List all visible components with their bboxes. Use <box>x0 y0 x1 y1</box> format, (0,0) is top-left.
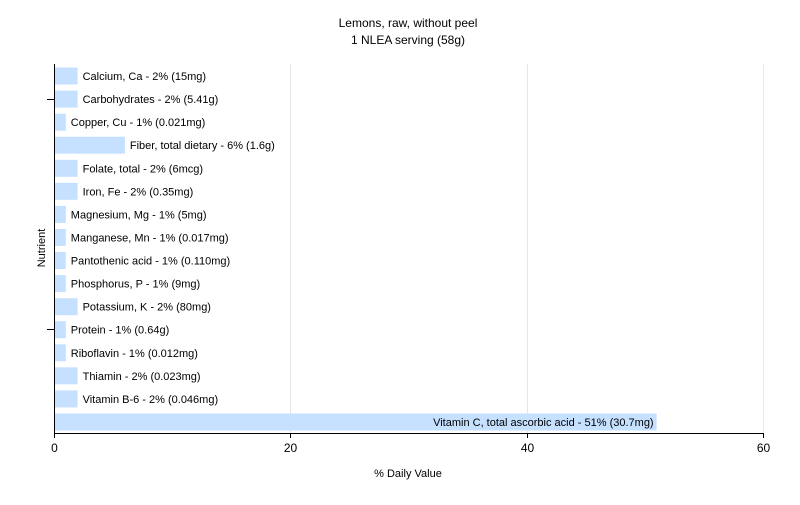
bar-label-15: Vitamin C, total ascorbic acid - 51% (30… <box>433 417 654 429</box>
bar-6 <box>55 205 66 223</box>
bar-9 <box>55 275 66 293</box>
x-tick-label-0: 0 <box>51 441 58 455</box>
bar-14 <box>55 390 78 408</box>
bar-15 <box>55 413 657 431</box>
bar-label-5: Iron, Fe - 2% (0.35mg) <box>83 186 194 198</box>
bar-label-1: Carbohydrates - 2% (5.41g) <box>83 94 219 106</box>
bar-label-13: Thiamin - 2% (0.023mg) <box>83 371 201 383</box>
grid-layer <box>290 64 764 433</box>
bar-2 <box>55 113 66 131</box>
y-axis-label: Nutrient <box>36 229 48 268</box>
x-axis-label: % Daily Value <box>374 468 442 480</box>
bar-label-6: Magnesium, Mg - 1% (5mg) <box>71 209 207 221</box>
bar-label-10: Potassium, K - 2% (80mg) <box>83 302 211 314</box>
x-tick-label-3: 60 <box>757 441 771 455</box>
bar-label-8: Pantothenic acid - 1% (0.110mg) <box>71 256 230 268</box>
bar-label-9: Phosphorus, P - 1% (9mg) <box>71 279 200 291</box>
chart-subtitle: 1 NLEA serving (58g) <box>351 33 465 47</box>
bar-1 <box>55 90 78 108</box>
axis-layer: 0 20 40 60 <box>47 64 770 455</box>
bar-label-7: Manganese, Mn - 1% (0.017mg) <box>71 233 229 245</box>
bar-label-12: Riboflavin - 1% (0.012mg) <box>71 348 198 360</box>
bar-label-3: Fiber, total dietary - 6% (1.6g) <box>130 140 275 152</box>
bar-label-0: Calcium, Ca - 2% (15mg) <box>83 71 206 83</box>
x-tick-label-1: 20 <box>284 441 298 455</box>
bar-3 <box>55 136 125 154</box>
bar-layer: Calcium, Ca - 2% (15mg) Carbohydrates - 2… <box>55 67 657 431</box>
bar-label-11: Protein - 1% (0.64g) <box>71 325 169 337</box>
bar-label-2: Copper, Cu - 1% (0.021mg) <box>71 117 206 129</box>
bar-8 <box>55 252 66 269</box>
bar-10 <box>55 298 78 316</box>
bar-11 <box>55 321 66 339</box>
bar-label-14: Vitamin B-6 - 2% (0.046mg) <box>83 394 219 406</box>
bar-13 <box>55 367 78 385</box>
bar-4 <box>55 159 78 177</box>
bar-label-4: Folate, total - 2% (6mcg) <box>83 163 203 175</box>
bar-5 <box>55 182 78 200</box>
bar-7 <box>55 229 66 246</box>
x-tick-label-2: 40 <box>521 441 535 455</box>
bar-12 <box>55 344 66 362</box>
bar-0 <box>55 67 78 85</box>
chart-title: Lemons, raw, without peel <box>339 16 478 30</box>
